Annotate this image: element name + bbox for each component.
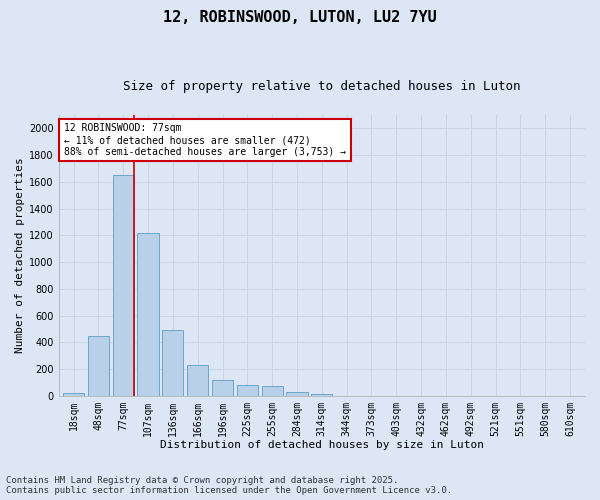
Y-axis label: Number of detached properties: Number of detached properties [15,158,25,353]
Bar [163,330,184,396]
Bar [63,393,84,396]
Title: Size of property relative to detached houses in Luton: Size of property relative to detached ho… [123,80,521,93]
Text: 12 ROBINSWOOD: 77sqm
← 11% of detached houses are smaller (472)
88% of semi-deta: 12 ROBINSWOOD: 77sqm ← 11% of detached h… [64,124,346,156]
Text: 12, ROBINSWOOD, LUTON, LU2 7YU: 12, ROBINSWOOD, LUTON, LU2 7YU [163,10,437,25]
Text: Contains HM Land Registry data © Crown copyright and database right 2025.
Contai: Contains HM Land Registry data © Crown c… [6,476,452,495]
Bar [187,365,208,396]
Bar [113,175,134,396]
X-axis label: Distribution of detached houses by size in Luton: Distribution of detached houses by size … [160,440,484,450]
Bar [311,394,332,396]
Bar [212,380,233,396]
Bar [286,392,308,396]
Bar [88,336,109,396]
Bar [237,385,258,396]
Bar [137,232,158,396]
Bar [262,386,283,396]
